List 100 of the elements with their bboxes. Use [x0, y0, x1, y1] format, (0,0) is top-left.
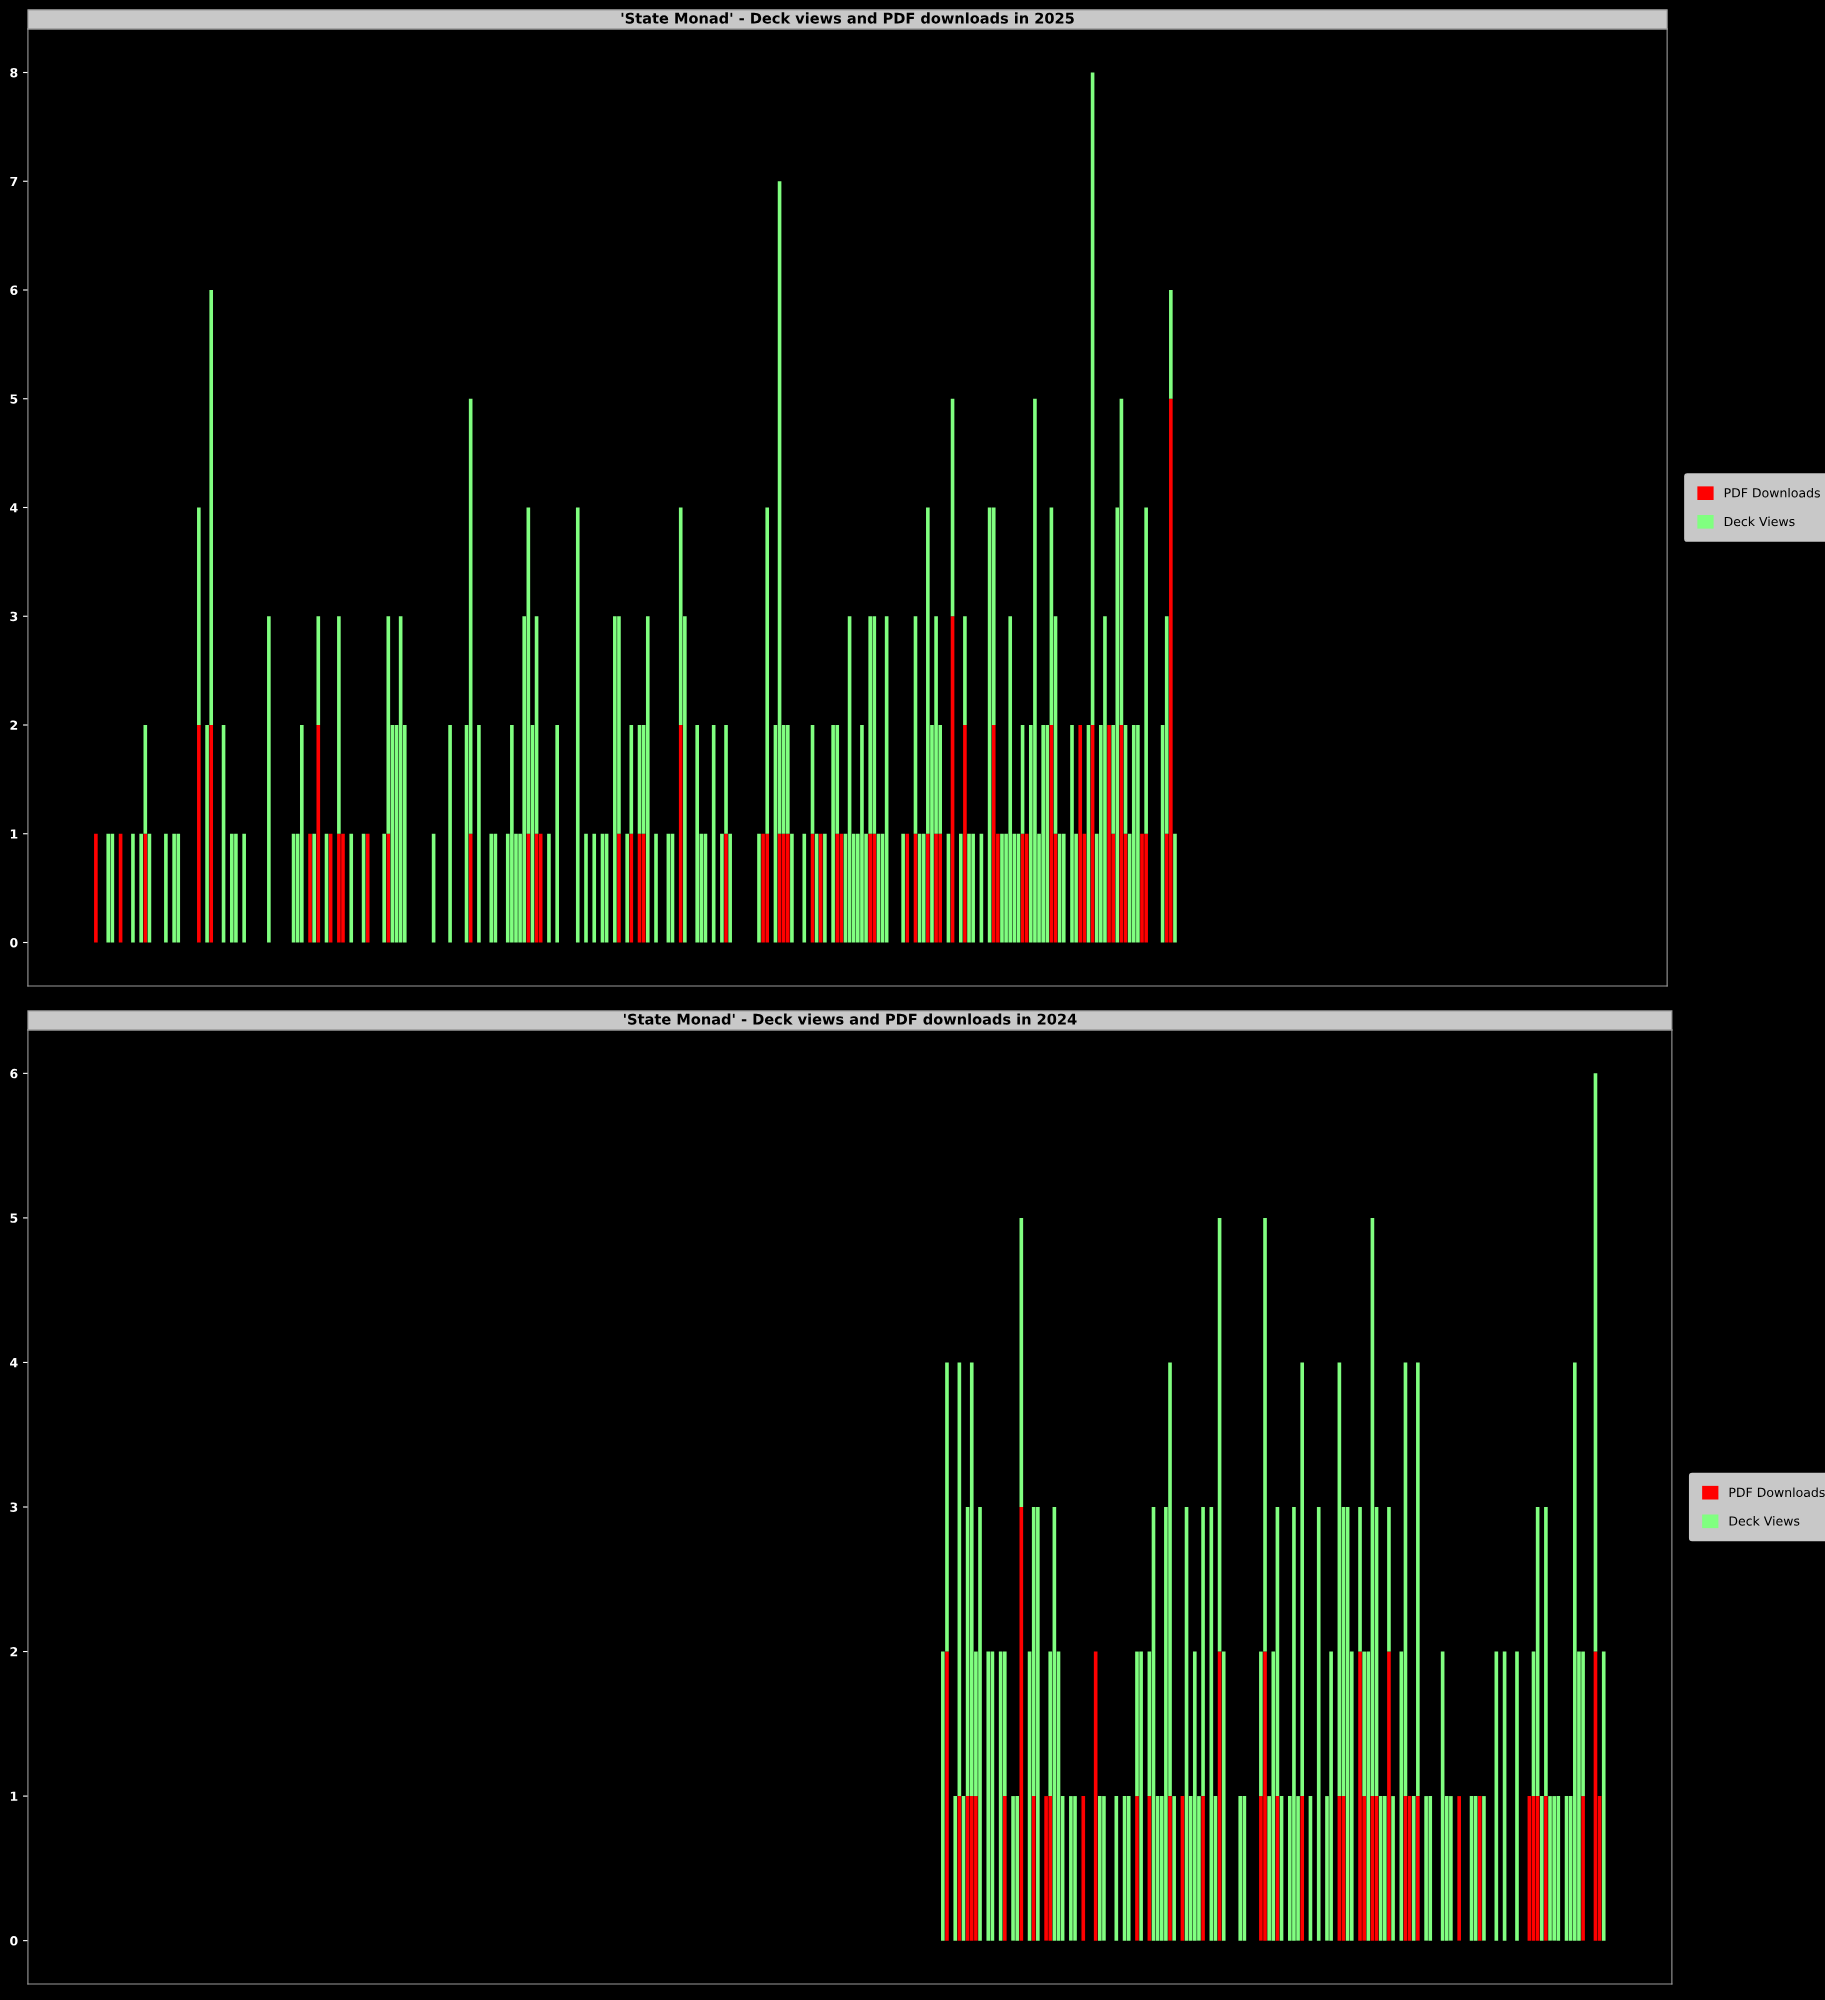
bar: [1416, 1362, 1420, 1797]
bar: [1387, 1507, 1391, 1652]
bar: [978, 1507, 982, 1941]
bar: [926, 833, 930, 943]
bar: [1011, 1796, 1015, 1941]
bar: [872, 833, 877, 943]
bar: [205, 725, 209, 943]
bar: [1015, 1796, 1020, 1941]
legend-label: Deck Views: [1729, 1516, 1800, 1526]
bar: [312, 833, 316, 943]
bar: [1482, 1796, 1486, 1941]
bar: [555, 725, 559, 943]
chart-title: 'State Monad' - Deck views and PDF downloads in 2024: [623, 1013, 1077, 1025]
bar: [1002, 1796, 1007, 1941]
bar: [823, 833, 827, 943]
bar: [1169, 398, 1173, 943]
bar: [921, 833, 926, 943]
bar: [1387, 1651, 1391, 1941]
bar: [1061, 833, 1066, 943]
bar: [1548, 1796, 1552, 1941]
bar: [267, 616, 271, 943]
bar: [868, 833, 872, 943]
bar: [143, 725, 148, 834]
bar: [1544, 1796, 1548, 1941]
bar: [1033, 398, 1037, 943]
bar: [802, 833, 807, 943]
bar: [1292, 1507, 1296, 1941]
bar: [654, 833, 658, 943]
legend-label: Deck Views: [1724, 516, 1795, 527]
bar: [131, 833, 135, 943]
bar: [831, 725, 835, 943]
y-tick-label: 0: [10, 937, 18, 948]
bar: [510, 725, 514, 943]
bar: [1135, 1796, 1139, 1941]
bar: [963, 725, 967, 943]
bar: [1411, 1796, 1416, 1941]
bar: [1048, 1796, 1053, 1941]
legend-label: PDF Downloads: [1724, 487, 1820, 498]
bar: [695, 725, 700, 943]
bar: [106, 833, 111, 943]
bar: [197, 725, 201, 943]
bar: [1131, 725, 1136, 943]
bar: [958, 833, 963, 943]
bar: [1263, 1217, 1267, 1652]
bar: [1316, 1507, 1321, 1941]
bar: [1201, 1507, 1205, 1797]
bar: [629, 833, 634, 943]
bar: [592, 833, 597, 943]
bar: [1457, 1796, 1461, 1941]
bar: [1300, 1796, 1305, 1941]
bar: [941, 1651, 945, 1941]
bar: [1382, 1796, 1387, 1941]
y-tick-label: 5: [10, 394, 18, 404]
bar: [337, 616, 341, 834]
bar: [1107, 725, 1111, 943]
bar: [1136, 725, 1140, 943]
bar: [969, 1796, 974, 1941]
bar: [1103, 616, 1107, 943]
bar: [1581, 1796, 1585, 1941]
bar: [349, 833, 354, 943]
bar: [1539, 1796, 1544, 1941]
bar: [1173, 833, 1177, 943]
bar: [139, 833, 143, 943]
y-tick-label: 0: [10, 1936, 18, 1946]
bar: [1329, 1651, 1333, 1941]
y-tick-label: 2: [10, 720, 18, 730]
bar: [386, 833, 391, 943]
bar: [786, 833, 790, 943]
bar: [1168, 1796, 1172, 1941]
bar: [938, 833, 943, 943]
bar: [1044, 1796, 1048, 1941]
bar: [308, 833, 312, 943]
y-tick-label: 7: [10, 176, 18, 186]
bar: [963, 616, 967, 725]
bar: [971, 833, 975, 943]
y-tick-label: 1: [10, 1791, 18, 1801]
bar: [382, 833, 386, 943]
bar: [1172, 1796, 1176, 1941]
bar: [1126, 1796, 1131, 1941]
bar: [905, 833, 910, 943]
y-tick-label: 6: [10, 285, 18, 295]
bar: [945, 1651, 949, 1941]
bar: [1358, 1651, 1362, 1941]
bar: [209, 725, 214, 943]
bar: [1102, 1796, 1106, 1941]
bar: [1045, 725, 1050, 943]
bar: [765, 507, 770, 834]
bar: [678, 725, 683, 943]
bar: [1144, 507, 1148, 834]
bar: [164, 833, 168, 943]
bar: [229, 833, 234, 943]
y-tick-label: 4: [10, 1358, 18, 1368]
bar: [365, 833, 370, 943]
bar: [1477, 1796, 1482, 1941]
bar: [934, 833, 938, 943]
bar: [1515, 1651, 1519, 1941]
bar: [720, 833, 724, 943]
y-tick-label: 2: [10, 1647, 18, 1657]
bar: [1031, 1796, 1036, 1941]
bar: [448, 725, 452, 943]
